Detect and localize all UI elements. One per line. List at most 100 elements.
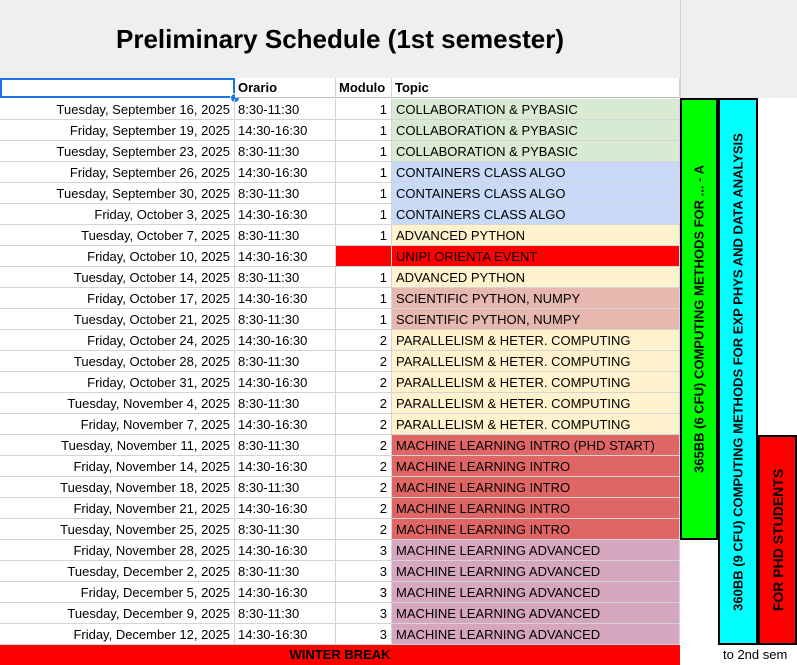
date-cell[interactable]: Friday, December 12, 2025 xyxy=(0,624,235,645)
topic-cell[interactable]: MACHINE LEARNING ADVANCED xyxy=(392,624,680,645)
date-cell[interactable]: Friday, November 7, 2025 xyxy=(0,414,235,435)
date-cell[interactable]: Friday, October 10, 2025 xyxy=(0,246,235,267)
topic-cell[interactable]: MACHINE LEARNING INTRO xyxy=(392,498,680,519)
topic-cell[interactable]: ADVANCED PYTHON xyxy=(392,267,680,288)
module-cell[interactable]: 1 xyxy=(336,120,392,141)
topic-cell[interactable]: MACHINE LEARNING INTRO xyxy=(392,477,680,498)
module-cell[interactable]: 2 xyxy=(336,456,392,477)
date-cell[interactable]: Tuesday, October 21, 2025 xyxy=(0,309,235,330)
to-second-semester-cell[interactable]: to 2nd sem xyxy=(723,647,788,662)
topic-cell[interactable]: SCIENTIFIC PYTHON, NUMPY xyxy=(392,288,680,309)
time-cell[interactable]: 8:30-11:30 xyxy=(235,183,336,204)
time-cell[interactable]: 8:30-11:30 xyxy=(235,351,336,372)
topic-cell[interactable]: UNIPI ORIENTA EVENT xyxy=(392,246,680,267)
date-cell[interactable]: Friday, October 31, 2025 xyxy=(0,372,235,393)
topic-cell[interactable]: ADVANCED PYTHON xyxy=(392,225,680,246)
topic-cell[interactable]: MACHINE LEARNING INTRO xyxy=(392,456,680,477)
module-cell[interactable]: 3 xyxy=(336,540,392,561)
time-cell[interactable]: 14:30-16:30 xyxy=(235,162,336,183)
date-cell[interactable]: Tuesday, September 16, 2025 xyxy=(0,99,235,120)
time-cell[interactable]: 8:30-11:30 xyxy=(235,309,336,330)
topic-cell[interactable]: COLLABORATION & PYBASIC xyxy=(392,120,680,141)
topic-cell[interactable]: PARALLELISM & HETER. COMPUTING xyxy=(392,351,680,372)
time-cell[interactable]: 8:30-11:30 xyxy=(235,435,336,456)
module-cell[interactable]: 1 xyxy=(336,288,392,309)
module-cell[interactable]: 1 xyxy=(336,99,392,120)
date-cell[interactable]: Friday, October 24, 2025 xyxy=(0,330,235,351)
topic-cell[interactable]: COLLABORATION & PYBASIC xyxy=(392,99,680,120)
module-cell[interactable]: 1 xyxy=(336,162,392,183)
date-cell[interactable]: Friday, September 26, 2025 xyxy=(0,162,235,183)
date-cell[interactable]: Friday, December 5, 2025 xyxy=(0,582,235,603)
module-cell[interactable]: 2 xyxy=(336,351,392,372)
time-cell[interactable]: 14:30-16:30 xyxy=(235,246,336,267)
header-time[interactable]: Orario xyxy=(235,78,336,98)
date-cell[interactable]: Friday, November 14, 2025 xyxy=(0,456,235,477)
topic-cell[interactable]: MACHINE LEARNING INTRO xyxy=(392,519,680,540)
topic-cell[interactable]: CONTAINERS CLASS ALGO xyxy=(392,183,680,204)
module-cell[interactable]: 1 xyxy=(336,204,392,225)
time-cell[interactable]: 14:30-16:30 xyxy=(235,120,336,141)
module-cell[interactable]: 2 xyxy=(336,435,392,456)
course-b-bar[interactable]: 360BB (9 CFU) COMPUTING METHODS FOR EXP … xyxy=(718,98,758,645)
time-cell[interactable]: 8:30-11:30 xyxy=(235,99,336,120)
date-cell[interactable]: Tuesday, November 4, 2025 xyxy=(0,393,235,414)
topic-cell[interactable]: SCIENTIFIC PYTHON, NUMPY xyxy=(392,309,680,330)
topic-cell[interactable]: PARALLELISM & HETER. COMPUTING xyxy=(392,393,680,414)
module-cell[interactable]: 3 xyxy=(336,624,392,645)
module-cell[interactable]: 2 xyxy=(336,519,392,540)
topic-cell[interactable]: PARALLELISM & HETER. COMPUTING xyxy=(392,372,680,393)
time-cell[interactable]: 14:30-16:30 xyxy=(235,288,336,309)
time-cell[interactable]: 8:30-11:30 xyxy=(235,141,336,162)
time-cell[interactable]: 14:30-16:30 xyxy=(235,540,336,561)
module-cell[interactable]: 1 xyxy=(336,225,392,246)
date-cell[interactable]: Tuesday, November 25, 2025 xyxy=(0,519,235,540)
date-cell[interactable]: Tuesday, December 9, 2025 xyxy=(0,603,235,624)
time-cell[interactable]: 14:30-16:30 xyxy=(235,456,336,477)
date-cell[interactable]: Friday, October 17, 2025 xyxy=(0,288,235,309)
time-cell[interactable]: 8:30-11:30 xyxy=(235,393,336,414)
time-cell[interactable]: 14:30-16:30 xyxy=(235,498,336,519)
empty-corner-cell[interactable] xyxy=(680,0,797,98)
topic-cell[interactable]: COLLABORATION & PYBASIC xyxy=(392,141,680,162)
time-cell[interactable]: 14:30-16:30 xyxy=(235,624,336,645)
module-cell[interactable]: 2 xyxy=(336,477,392,498)
time-cell[interactable]: 14:30-16:30 xyxy=(235,330,336,351)
module-cell[interactable]: 1 xyxy=(336,141,392,162)
module-cell[interactable]: 2 xyxy=(336,372,392,393)
date-cell[interactable]: Tuesday, November 18, 2025 xyxy=(0,477,235,498)
time-cell[interactable]: 8:30-11:30 xyxy=(235,477,336,498)
date-cell[interactable]: Tuesday, September 23, 2025 xyxy=(0,141,235,162)
module-cell[interactable]: 2 xyxy=(336,330,392,351)
time-cell[interactable]: 14:30-16:30 xyxy=(235,204,336,225)
module-cell[interactable]: 2 xyxy=(336,498,392,519)
module-cell[interactable]: 1 xyxy=(336,267,392,288)
course-a-bar[interactable]: 365BB (6 CFU) COMPUTING METHODS FOR ... … xyxy=(680,98,718,540)
topic-cell[interactable]: MACHINE LEARNING INTRO (PHD START) xyxy=(392,435,680,456)
time-cell[interactable]: 14:30-16:30 xyxy=(235,414,336,435)
module-cell[interactable]: 1 xyxy=(336,183,392,204)
topic-cell[interactable]: PARALLELISM & HETER. COMPUTING xyxy=(392,414,680,435)
date-cell[interactable]: Friday, November 21, 2025 xyxy=(0,498,235,519)
topic-cell[interactable]: PARALLELISM & HETER. COMPUTING xyxy=(392,330,680,351)
date-cell[interactable]: Tuesday, September 30, 2025 xyxy=(0,183,235,204)
date-cell[interactable]: Friday, November 28, 2025 xyxy=(0,540,235,561)
topic-cell[interactable]: MACHINE LEARNING ADVANCED xyxy=(392,582,680,603)
topic-cell[interactable]: MACHINE LEARNING ADVANCED xyxy=(392,561,680,582)
header-module[interactable]: Modulo xyxy=(336,78,392,98)
time-cell[interactable]: 8:30-11:30 xyxy=(235,225,336,246)
module-cell[interactable] xyxy=(336,246,392,267)
time-cell[interactable]: 8:30-11:30 xyxy=(235,603,336,624)
module-cell[interactable]: 2 xyxy=(336,414,392,435)
time-cell[interactable]: 8:30-11:30 xyxy=(235,267,336,288)
time-cell[interactable]: 14:30-16:30 xyxy=(235,372,336,393)
time-cell[interactable]: 14:30-16:30 xyxy=(235,582,336,603)
module-cell[interactable]: 3 xyxy=(336,603,392,624)
header-topic[interactable]: Topic xyxy=(392,78,680,98)
date-cell[interactable]: Tuesday, December 2, 2025 xyxy=(0,561,235,582)
module-cell[interactable]: 3 xyxy=(336,561,392,582)
date-cell[interactable]: Tuesday, October 14, 2025 xyxy=(0,267,235,288)
topic-cell[interactable]: CONTAINERS CLASS ALGO xyxy=(392,204,680,225)
module-cell[interactable]: 3 xyxy=(336,582,392,603)
date-cell[interactable]: Tuesday, October 7, 2025 xyxy=(0,225,235,246)
